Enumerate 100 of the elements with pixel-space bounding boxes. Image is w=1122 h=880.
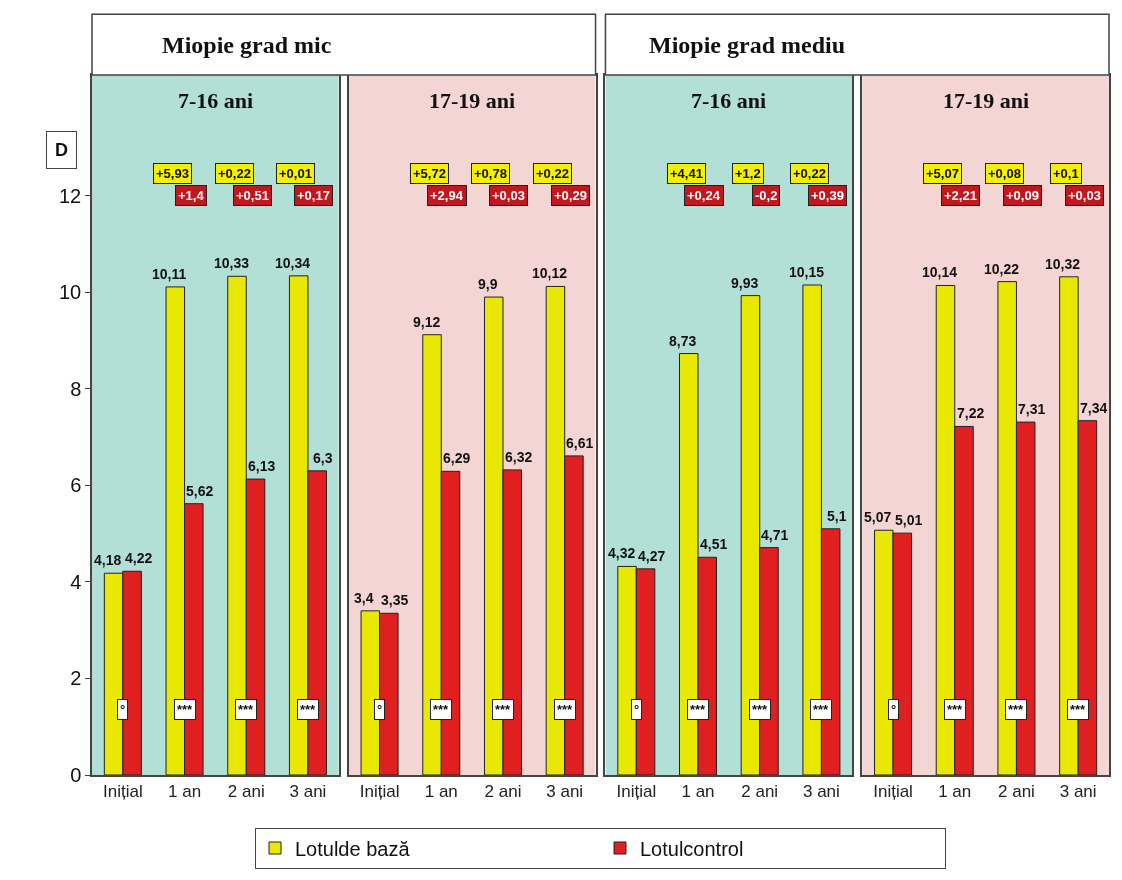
x-tick-label: 1 an (168, 782, 202, 802)
annotation: +0,1 (1053, 166, 1079, 181)
data-label: 10,11 (152, 266, 187, 282)
data-label: 6,13 (248, 458, 276, 474)
y-tick-label: 4 (70, 570, 82, 593)
y-tick-label: 6 (70, 474, 82, 497)
chart-subtitle: Miopie grad mediu (649, 32, 845, 58)
annotation: *** (177, 702, 194, 717)
annotation: *** (433, 702, 450, 717)
annotation: ° (120, 702, 126, 717)
data-label: 6,29 (443, 450, 471, 466)
annotation: ° (634, 702, 640, 717)
annotation: +2,94 (430, 188, 464, 203)
annotation: +5,07 (926, 166, 959, 181)
data-label: 4,18 (94, 552, 122, 568)
data-label: 10,15 (789, 264, 825, 280)
data-label: 9,12 (413, 314, 441, 330)
x-tick-label: 1 an (938, 782, 972, 802)
annotation: +0,22 (793, 166, 826, 181)
x-tick-label: 2 ani (998, 782, 1035, 802)
annotation: +0,03 (1068, 188, 1101, 203)
data-label: 10,34 (275, 255, 311, 271)
annotation: *** (238, 702, 255, 717)
text: 17-19 ani (943, 88, 1030, 113)
annotation: *** (813, 702, 830, 717)
data-label: 10,22 (984, 261, 1020, 277)
annotation: +2,21 (944, 188, 977, 203)
annotation: *** (300, 702, 317, 717)
chart-subtitle: Miopie grad mic (162, 32, 332, 58)
data-label: 5,62 (186, 483, 214, 499)
x-tick-label: Inițial (359, 782, 400, 802)
annotation: ° (891, 702, 897, 717)
annotation: *** (947, 702, 964, 717)
data-label: 6,32 (505, 449, 533, 465)
annotation: +0,29 (554, 188, 587, 203)
data-label: 3,35 (381, 592, 409, 608)
data-label: 7,22 (957, 405, 985, 421)
y-axis-title: D (55, 140, 68, 160)
annotation: *** (690, 702, 707, 717)
annotation: +0,24 (687, 188, 721, 203)
annotation: +0,08 (988, 166, 1021, 181)
annotation: +4,41 (670, 166, 703, 181)
annotation: +0,22 (536, 166, 569, 181)
y-tick-label: 2 (70, 667, 82, 690)
annotation: +0,09 (1006, 188, 1039, 203)
x-tick-label: 1 an (424, 782, 458, 802)
y-tick-label: 0 (70, 764, 82, 786)
annotation: +1,4 (178, 188, 205, 203)
data-label: 4,27 (638, 548, 666, 564)
data-label: 10,32 (1045, 256, 1081, 272)
y-tick-label: 10 (59, 281, 82, 304)
data-label: 9,9 (478, 276, 498, 292)
data-label: 4,71 (761, 527, 789, 543)
text: 7-16 ani (178, 88, 254, 113)
y-tick-label: 12 (59, 184, 82, 207)
x-tick-label: 2 ani (741, 782, 779, 802)
annotation: *** (557, 702, 574, 717)
annotation: *** (495, 702, 512, 717)
annotation: -0,2 (755, 188, 778, 203)
x-tick-label: 3 ani (289, 782, 327, 802)
data-label: 5,1 (827, 508, 847, 524)
data-label: 7,31 (1018, 401, 1046, 417)
data-label: 5,01 (895, 512, 923, 528)
data-label: 10,14 (922, 264, 958, 280)
data-label: 10,12 (532, 265, 568, 281)
annotation: +1,2 (735, 166, 761, 181)
x-tick-label: Inițial (616, 782, 657, 802)
annotation: ° (377, 702, 383, 717)
data-label: 3,4 (354, 590, 374, 606)
annotation: *** (752, 702, 769, 717)
data-label: 5,07 (864, 509, 892, 525)
annotation: +0,22 (218, 166, 251, 181)
data-label: 4,51 (700, 536, 728, 552)
annotation: +0,03 (492, 188, 525, 203)
y-tick-label: 8 (70, 377, 82, 400)
legend-label: Lotulde bază (295, 837, 411, 860)
data-label: 8,73 (669, 333, 697, 349)
x-tick-label: 3 ani (1059, 782, 1097, 802)
data-label: 10,33 (214, 255, 250, 271)
data-label: 4,32 (608, 545, 636, 561)
data-label: 9,93 (731, 275, 759, 291)
x-tick-label: 3 ani (546, 782, 584, 802)
data-label: 4,22 (125, 550, 153, 566)
x-tick-label: 1 an (681, 782, 715, 802)
annotation: +5,72 (413, 166, 446, 181)
annotation: *** (1070, 702, 1087, 717)
text: 7-16 ani (691, 88, 767, 113)
x-tick-label: 3 ani (802, 782, 840, 802)
data-label: 7,34 (1080, 400, 1108, 416)
x-tick-label: 2 ani (227, 782, 265, 802)
annotation: *** (1008, 702, 1025, 717)
x-tick-label: Inițial (873, 782, 913, 802)
annotation: +0,78 (474, 166, 507, 181)
legend-label: Lotulcontrol (640, 837, 744, 860)
x-tick-label: 2 ani (484, 782, 522, 802)
annotation: +0,51 (236, 188, 269, 203)
data-label: 6,61 (566, 435, 594, 451)
x-tick-label: Inițial (103, 782, 143, 802)
annotation: +5,93 (156, 166, 189, 181)
text: 17-19 ani (429, 88, 516, 113)
